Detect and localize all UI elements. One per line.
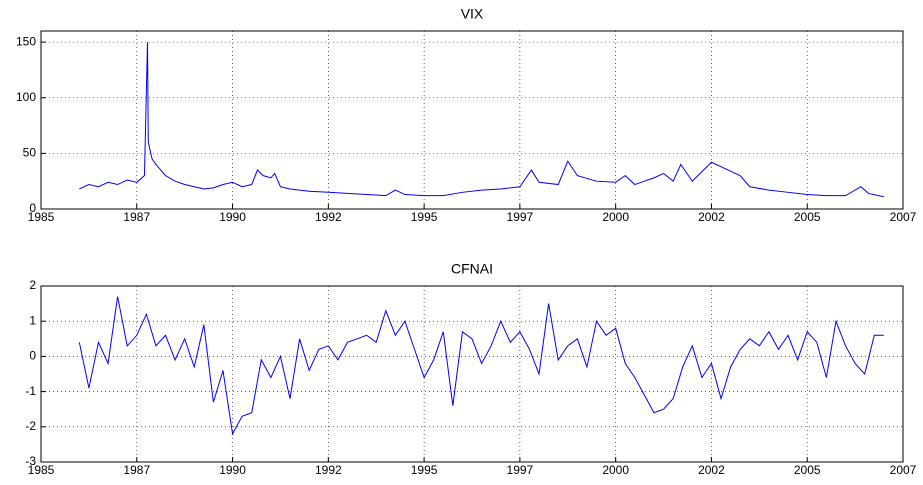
plot-background bbox=[41, 286, 903, 462]
x-tick-label: 1985 bbox=[28, 210, 55, 224]
chart-title: VIX bbox=[461, 6, 484, 22]
data-line bbox=[79, 42, 884, 198]
x-tick-label: 1997 bbox=[507, 210, 534, 224]
plot-frame bbox=[40, 30, 904, 210]
chart-title: CFNAI bbox=[451, 261, 493, 277]
x-tick-label: 2007 bbox=[890, 463, 917, 477]
x-tick-label: 1990 bbox=[219, 463, 246, 477]
y-tick-label: 150 bbox=[16, 34, 36, 48]
y-tick-label: 1 bbox=[29, 313, 36, 327]
x-tick-label: 2002 bbox=[698, 210, 725, 224]
y-tick-label: -1 bbox=[25, 384, 36, 398]
x-tick-label: 2000 bbox=[602, 463, 629, 477]
x-tick-label: 1990 bbox=[219, 210, 246, 224]
x-tick-label: 2005 bbox=[794, 463, 821, 477]
panel: VIX 1985 1987 1990 1992 1995 1997 2000 2002 2005 2… bbox=[16, 6, 917, 224]
y-tick-label: -3 bbox=[25, 454, 36, 468]
x-tick-label: 1992 bbox=[315, 210, 342, 224]
x-tick-label: 1992 bbox=[315, 463, 342, 477]
x-tick-label: 2005 bbox=[794, 210, 821, 224]
y-tick-label: 50 bbox=[23, 146, 37, 160]
x-tick-label: 2002 bbox=[698, 463, 725, 477]
x-tick-label: 1987 bbox=[123, 210, 150, 224]
x-tick-label: 1995 bbox=[411, 210, 438, 224]
x-tick-label: 2007 bbox=[890, 210, 917, 224]
x-tick-label: 2000 bbox=[602, 210, 629, 224]
plot-frame bbox=[40, 285, 904, 463]
data-line bbox=[78, 296, 884, 436]
y-tick-label: 100 bbox=[16, 90, 36, 104]
y-tick-label: 2 bbox=[29, 278, 36, 292]
y-tick-label: 0 bbox=[29, 201, 36, 215]
panel: CFNAI 1985 1987 1990 1992 1995 1997 2000 2002 200… bbox=[25, 261, 916, 477]
plot-background bbox=[41, 31, 903, 209]
x-tick-label: 1985 bbox=[28, 463, 55, 477]
x-tick-label: 1987 bbox=[123, 463, 150, 477]
y-tick-label: -2 bbox=[25, 419, 36, 433]
x-tick-label: 1997 bbox=[507, 463, 534, 477]
y-tick-label: 0 bbox=[29, 349, 36, 363]
x-tick-label: 1995 bbox=[411, 463, 438, 477]
